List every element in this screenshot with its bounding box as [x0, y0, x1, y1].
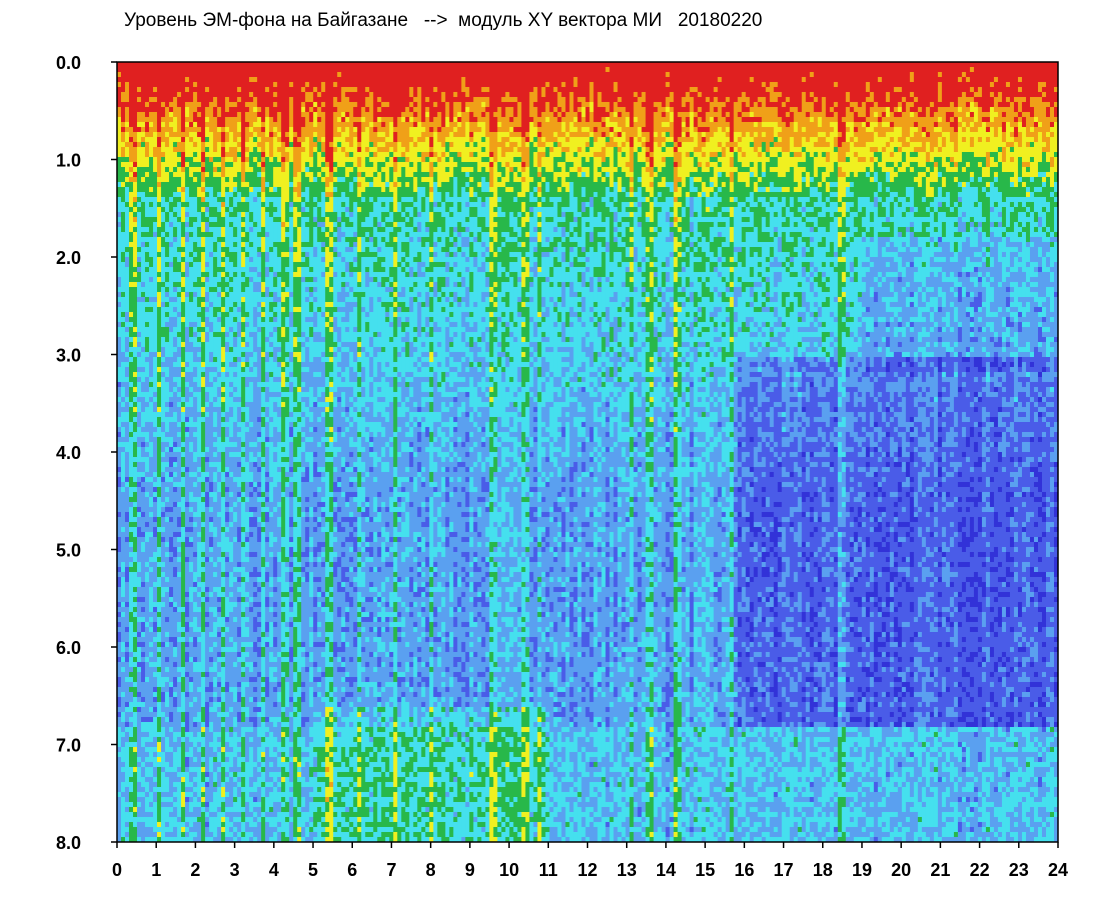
- x-tick-label: 0: [112, 860, 122, 880]
- chart-title: Уровень ЭМ-фона на Байгазане --> модуль …: [124, 10, 762, 32]
- x-tick-label: 8: [426, 860, 436, 880]
- x-tick-label: 21: [930, 860, 950, 880]
- x-tick-label: 11: [539, 860, 558, 880]
- x-tick-label: 22: [970, 860, 990, 880]
- x-tick-label: 7: [386, 860, 396, 880]
- x-tick-label: 17: [774, 860, 794, 880]
- heatmap-cells: [117, 62, 1059, 843]
- x-tick-label: 3: [230, 860, 240, 880]
- x-tick-label: 20: [891, 860, 911, 880]
- x-tick-label: 9: [465, 860, 475, 880]
- x-tick-label: 2: [190, 860, 200, 880]
- y-tick-label: 1.0: [56, 151, 81, 171]
- x-tick-label: 5: [308, 860, 318, 880]
- y-tick-label: 5.0: [56, 541, 81, 561]
- y-tick-label: 8.0: [56, 833, 81, 853]
- x-tick-label: 10: [499, 860, 519, 880]
- x-axis: 0 1 2 3 4 5 6 7 8 9 10 11 12 13 14 15 16 17 18 19 20 21 22 23 24: [112, 842, 1068, 880]
- x-tick-label: 23: [1009, 860, 1029, 880]
- y-tick-label: 2.0: [56, 248, 81, 268]
- x-tick-label: 1: [151, 860, 161, 880]
- x-tick-label: 19: [852, 860, 872, 880]
- y-tick-label: 0.0: [56, 53, 81, 73]
- x-tick-label: 13: [617, 860, 637, 880]
- y-axis: 0.0 1.0 2.0 3.0 4.0 5.0 6.0 7.0 8.0: [56, 53, 117, 853]
- x-tick-label: 6: [347, 860, 357, 880]
- x-tick-label: 4: [269, 860, 279, 880]
- x-tick-label: 24: [1048, 860, 1068, 880]
- x-tick-label: 14: [656, 860, 676, 880]
- x-tick-label: 18: [813, 860, 833, 880]
- x-tick-label: 16: [734, 860, 754, 880]
- y-tick-label: 3.0: [56, 346, 81, 366]
- y-tick-label: 6.0: [56, 638, 81, 658]
- x-tick-label: 12: [577, 860, 597, 880]
- y-tick-label: 7.0: [56, 736, 81, 756]
- y-tick-label: 4.0: [56, 443, 81, 463]
- x-tick-label: 15: [695, 860, 715, 880]
